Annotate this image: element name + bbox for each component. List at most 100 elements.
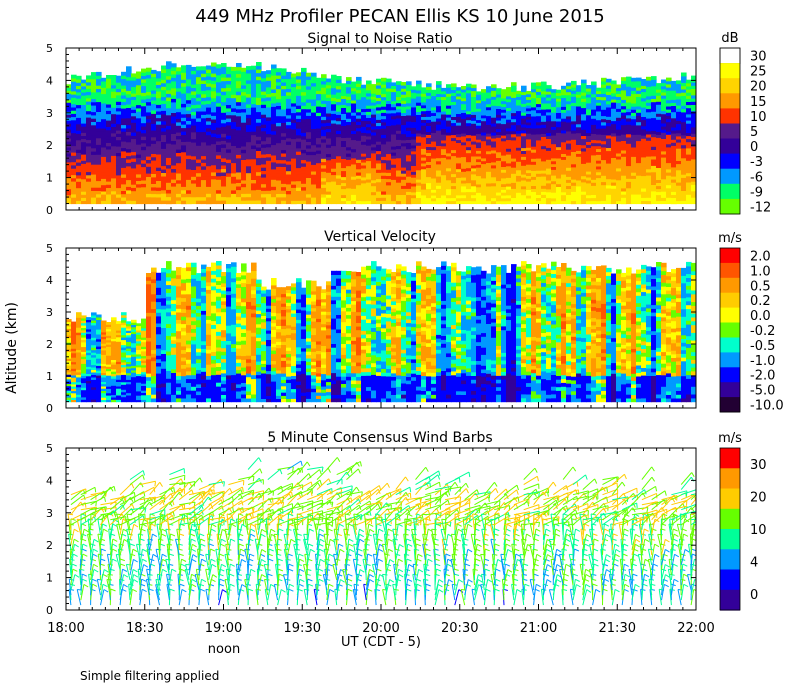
snr-cell bbox=[71, 168, 77, 172]
snr-cell bbox=[411, 144, 417, 149]
snr-cell bbox=[591, 90, 597, 95]
snr-cell bbox=[136, 127, 142, 132]
snr-cell bbox=[466, 113, 472, 118]
snr-cell bbox=[326, 81, 332, 86]
snr-cell bbox=[501, 114, 507, 119]
snr-cell bbox=[156, 180, 162, 185]
snr-cell bbox=[531, 182, 537, 186]
snr-cell bbox=[231, 196, 237, 201]
snr-cell bbox=[491, 161, 497, 166]
snr-cell bbox=[676, 200, 682, 205]
snr-cell bbox=[526, 158, 532, 162]
snr-cell bbox=[651, 104, 657, 109]
snr-cell bbox=[531, 140, 537, 144]
snr-cell bbox=[246, 182, 252, 187]
snr-cell bbox=[231, 101, 237, 105]
snr-cell bbox=[491, 149, 497, 154]
snr-cell bbox=[316, 106, 322, 110]
snr-cell bbox=[271, 147, 277, 152]
snr-cell bbox=[356, 86, 362, 91]
snr-cell bbox=[206, 134, 212, 139]
snr-cell bbox=[191, 142, 197, 147]
snr-cell bbox=[661, 144, 667, 149]
snr-cell bbox=[541, 157, 547, 162]
snr-cell bbox=[576, 153, 582, 157]
snr-cell bbox=[411, 92, 417, 96]
snr-cell bbox=[106, 174, 112, 179]
snr-cell bbox=[181, 189, 187, 194]
snr-cell bbox=[581, 188, 587, 192]
snr-cell bbox=[71, 187, 77, 192]
snr-cell bbox=[646, 89, 652, 94]
snr-cell bbox=[661, 101, 667, 105]
snr-cell bbox=[676, 101, 682, 106]
snr-cell bbox=[666, 96, 672, 101]
snr-cell bbox=[431, 189, 437, 193]
snr-cell bbox=[251, 100, 257, 105]
snr-cell bbox=[406, 121, 412, 125]
snr-cell bbox=[356, 105, 362, 110]
snr-cell bbox=[481, 140, 487, 145]
snr-cell bbox=[341, 194, 347, 199]
snr-cell bbox=[171, 189, 177, 194]
snr-cell bbox=[291, 145, 297, 149]
snr-cell bbox=[116, 165, 122, 169]
snr-cell bbox=[681, 167, 687, 172]
snr-cell bbox=[666, 137, 672, 142]
snr-cell bbox=[641, 147, 647, 152]
snr-cell bbox=[246, 189, 252, 194]
snr-cell bbox=[491, 158, 497, 163]
snr-cell bbox=[581, 110, 587, 115]
snr-cell bbox=[541, 160, 547, 165]
snr-cell bbox=[656, 92, 662, 96]
snr-cell bbox=[516, 164, 522, 168]
snr-cell bbox=[631, 131, 637, 135]
snr-cell bbox=[296, 72, 302, 77]
snr-cell bbox=[481, 192, 487, 196]
snr-cell bbox=[316, 172, 322, 176]
snr-cell bbox=[546, 88, 552, 92]
snr-cell bbox=[386, 191, 392, 195]
snr-cell bbox=[391, 136, 397, 141]
snr-cell bbox=[151, 193, 157, 198]
snr-cell bbox=[226, 200, 232, 205]
snr-cell bbox=[501, 97, 507, 102]
snr-cell bbox=[596, 160, 602, 164]
snr-cell bbox=[206, 141, 212, 146]
snr-cell bbox=[581, 95, 587, 99]
snr-cell bbox=[561, 121, 567, 125]
snr-cell bbox=[546, 141, 552, 145]
snr-cell bbox=[636, 124, 642, 129]
snr-cell bbox=[341, 125, 347, 129]
snr-cell bbox=[481, 194, 487, 199]
snr-cell bbox=[111, 110, 117, 115]
snr-cell bbox=[466, 137, 472, 142]
snr-cell bbox=[396, 182, 402, 186]
snr-cell bbox=[246, 200, 252, 205]
snr-cell bbox=[516, 200, 522, 205]
snr-cell bbox=[81, 85, 87, 90]
snr-cell bbox=[611, 135, 617, 140]
snr-cell bbox=[156, 163, 162, 168]
snr-cell bbox=[446, 120, 452, 124]
snr-cell bbox=[496, 174, 502, 179]
snr-cell bbox=[166, 157, 172, 162]
snr-cell bbox=[686, 123, 692, 127]
snr-cell bbox=[76, 146, 82, 150]
snr-cell bbox=[526, 195, 532, 199]
snr-cell bbox=[116, 117, 122, 121]
snr-cell bbox=[226, 162, 232, 167]
snr-cell bbox=[376, 150, 382, 155]
snr-cell bbox=[516, 195, 522, 199]
snr-cell bbox=[401, 97, 407, 101]
snr-cell bbox=[226, 121, 232, 126]
snr-cell bbox=[666, 172, 672, 176]
snr-cell bbox=[241, 186, 247, 191]
snr-cell bbox=[91, 200, 97, 205]
snr-cell bbox=[551, 126, 557, 130]
snr-cell bbox=[106, 161, 112, 166]
snr-cell bbox=[636, 83, 642, 88]
snr-cell bbox=[581, 194, 587, 198]
snr-cell bbox=[156, 170, 162, 175]
snr-cell bbox=[76, 117, 82, 122]
